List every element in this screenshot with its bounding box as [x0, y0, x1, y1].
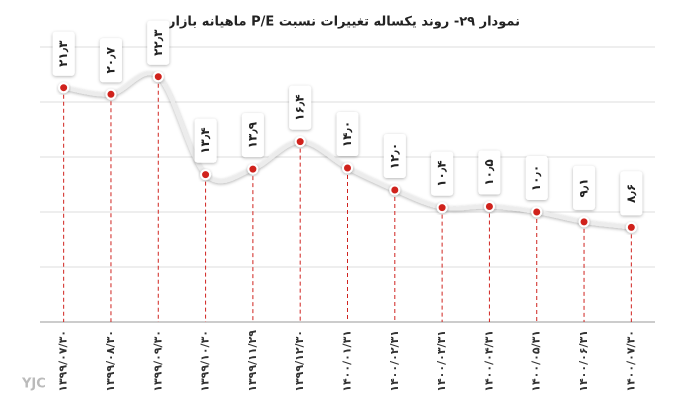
data-point	[625, 221, 637, 233]
label-box	[620, 171, 643, 216]
data-point	[247, 163, 259, 175]
data-point	[58, 82, 70, 94]
label-box	[573, 165, 596, 210]
label-box	[99, 38, 122, 83]
value-label: ۲۱٫۳	[56, 40, 70, 67]
value-label: ۱۰٫۵	[482, 159, 496, 185]
label-box	[147, 20, 170, 65]
value-label: ۹٫۱	[577, 178, 591, 197]
x-tick-label: ۱۳۹۹/۰۸/۳۰	[104, 330, 117, 392]
logo: YJC	[21, 377, 46, 392]
data-point	[152, 71, 164, 83]
value-label: ۲۰٫۷	[103, 46, 117, 73]
data-point	[578, 216, 590, 228]
data-point	[483, 201, 495, 212]
value-label: ۱۰٫۰	[529, 165, 543, 191]
x-tick-label: ۱۳۹۹/۱۲/۳۰	[293, 330, 306, 392]
x-tick-label: ۱۴۰۰/۰۴/۳۱	[482, 330, 495, 392]
value-label: ۱۲٫۰	[387, 143, 401, 169]
value-label: ۱۳٫۹	[245, 121, 259, 148]
data-point	[200, 169, 212, 181]
data-point	[342, 162, 353, 174]
x-tick-label: ۱۳۹۹/۱۰/۳۰	[199, 330, 212, 392]
data-point	[389, 184, 401, 196]
value-label: ۲۲٫۳	[151, 29, 165, 56]
value-label: ۱۶٫۴	[293, 94, 307, 120]
label-box	[383, 134, 406, 178]
value-label: ۱۳٫۴	[198, 127, 212, 153]
value-label: ۱۴٫۰	[340, 121, 354, 147]
label-box	[194, 118, 217, 163]
data-point	[105, 88, 117, 100]
label-box	[336, 112, 359, 156]
x-tick-label: ۱۴۰۰/۰۶/۳۱	[577, 330, 590, 392]
x-tick-label: ۱۳۹۹/۰۷/۳۰	[57, 330, 70, 392]
chart-title: نمودار ۲۹- روند یکساله تغییرات نسبت P/E …	[167, 15, 520, 30]
label-box	[289, 85, 312, 130]
x-tick-label: ۱۴۰۰/۰۲/۳۱	[388, 330, 401, 392]
value-label: ۱۰٫۴	[435, 160, 449, 186]
x-tick-label: ۱۴۰۰/۰۷/۳۰	[624, 330, 637, 392]
value-label: ۸٫۶	[624, 184, 638, 203]
data-point	[531, 206, 543, 218]
label-box	[478, 150, 501, 195]
x-tick-label: ۱۴۰۰/۰۳/۳۱	[435, 330, 448, 392]
label-box	[241, 113, 264, 158]
x-tick-label: ۱۴۰۰/۰۱/۳۱	[341, 330, 354, 392]
label-box	[525, 156, 548, 200]
x-tick-label: ۱۳۹۹/۰۹/۳۰	[151, 330, 164, 392]
x-tick-label: ۱۴۰۰/۰۵/۳۱	[530, 330, 543, 392]
data-point	[294, 136, 306, 148]
label-box	[431, 151, 454, 196]
label-box	[52, 31, 75, 76]
data-point	[436, 202, 448, 214]
x-tick-label: ۱۳۹۹/۱۱/۲۹	[246, 330, 259, 392]
